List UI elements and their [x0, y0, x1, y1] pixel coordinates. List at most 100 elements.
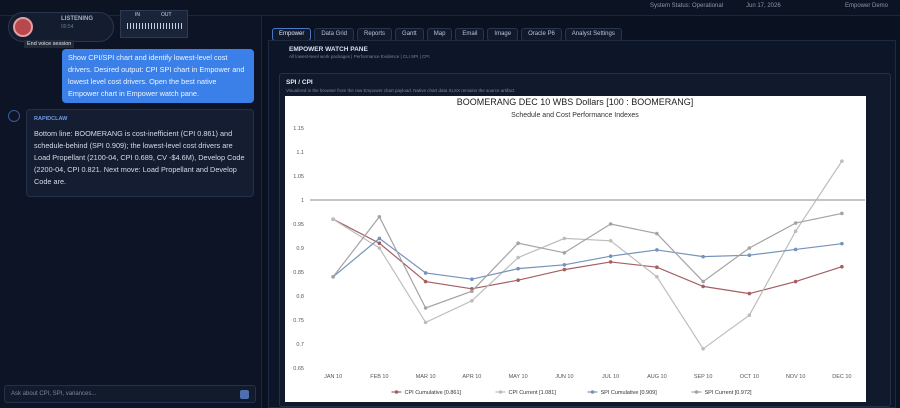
- point: [516, 255, 520, 260]
- point: [562, 267, 567, 272]
- y-tick-label: 0.85: [293, 270, 304, 276]
- point: [655, 275, 659, 279]
- y-tick-label: 1.05: [293, 174, 304, 180]
- point: [655, 231, 659, 236]
- series-line: [332, 237, 842, 280]
- x-tick-label: JAN 10: [324, 374, 342, 380]
- y-tick-label: 0.65: [293, 366, 304, 372]
- point: [747, 246, 752, 250]
- point: [840, 264, 844, 269]
- point: [608, 260, 613, 264]
- assistant-bubble: RAPIDCLAW Bottom line: BOOMERANG is cost…: [26, 109, 254, 197]
- legend-marker: [694, 390, 699, 394]
- point: [562, 236, 567, 241]
- point: [608, 222, 613, 226]
- point: [608, 239, 613, 243]
- point: [608, 254, 613, 258]
- series-line: [332, 160, 843, 350]
- point: [377, 241, 382, 245]
- assistant-message: Bottom line: BOOMERANG is cost-inefficie…: [34, 129, 245, 186]
- chat-input[interactable]: Ask about CPI, SPI, variances...: [4, 385, 256, 403]
- y-tick-label: 1: [301, 198, 304, 204]
- point: [331, 275, 335, 279]
- point: [793, 221, 798, 225]
- point: [377, 246, 382, 250]
- chart-background: [285, 96, 866, 402]
- section-note: Visualized in the browser from the raw E…: [286, 88, 516, 93]
- point: [331, 217, 335, 221]
- legend-label: SPI Cumulative [0.909]: [601, 390, 658, 396]
- voice-control: LISTENING 00:54: [8, 12, 114, 42]
- assistant-avatar: [8, 110, 20, 122]
- audio-meter: IN OUT: [120, 10, 188, 38]
- meter-bars: [127, 23, 183, 29]
- point: [747, 253, 752, 257]
- series-line: [332, 218, 843, 295]
- stop-button[interactable]: [13, 17, 33, 37]
- input-placeholder: Ask about CPI, SPI, variances...: [11, 391, 97, 397]
- point: [423, 271, 428, 275]
- x-tick-label: JUL 10: [602, 374, 619, 380]
- x-tick-label: FEB 10: [370, 374, 388, 380]
- point: [516, 241, 520, 245]
- system-status: System Status: Operational: [650, 3, 724, 9]
- meter-out: OUT: [161, 12, 172, 18]
- point: [470, 299, 474, 303]
- x-tick-label: MAY 10: [509, 374, 528, 380]
- voice-state: LISTENING: [61, 16, 94, 22]
- x-tick-label: AUG 10: [647, 374, 667, 380]
- chart-title: BOOMERANG DEC 10 WBS Dollars [100 : BOOM…: [457, 97, 694, 107]
- x-tick-label: APR 10: [462, 374, 481, 380]
- point: [840, 159, 844, 163]
- point: [655, 248, 659, 252]
- point: [840, 211, 844, 216]
- point: [793, 247, 798, 252]
- point: [423, 306, 428, 310]
- legend-marker: [498, 390, 503, 394]
- point: [840, 241, 844, 246]
- legend-label: CPI Current [1.081]: [509, 390, 557, 396]
- point: [701, 254, 705, 259]
- y-tick-label: 0.7: [296, 342, 304, 348]
- point: [655, 265, 659, 269]
- point: [377, 215, 382, 219]
- tab-bar: Empower Data Grid Reports Gantt Map Email Imag…: [272, 22, 625, 41]
- send-button[interactable]: [240, 390, 249, 399]
- section-title: SPI / CPI: [286, 79, 313, 86]
- chart: BOOMERANG DEC 10 WBS Dollars [100 : BOOM…: [285, 96, 866, 402]
- legend-marker: [590, 390, 595, 394]
- chart-subtitle: Schedule and Cost Performance Indexes: [511, 112, 639, 119]
- user: Empower Demo: [845, 3, 889, 9]
- voice-timer: 00:54: [61, 24, 74, 30]
- point: [701, 284, 705, 289]
- y-tick-label: 0.75: [293, 318, 304, 324]
- assistant-name: RAPIDCLAW: [34, 116, 68, 122]
- y-tick-label: 1.1: [296, 150, 304, 156]
- series-line: [332, 212, 842, 309]
- point: [423, 320, 428, 325]
- y-tick-label: 1.15: [293, 126, 304, 132]
- user-message: Show CPI/SPI chart and identify lowest-l…: [62, 49, 254, 103]
- y-tick-label: 0.9: [296, 246, 304, 252]
- tooltip: End voice session: [24, 40, 75, 48]
- point: [793, 279, 798, 284]
- x-tick-label: OCT 10: [740, 374, 759, 380]
- point: [747, 291, 752, 296]
- point: [562, 251, 567, 255]
- point: [470, 277, 474, 281]
- point: [377, 236, 382, 241]
- chat-panel: LISTENING 00:54 IN OUT End voice session…: [0, 10, 262, 408]
- x-tick-label: MAR 10: [416, 374, 436, 380]
- point: [423, 279, 428, 284]
- legend-label: CPI Cumulative [0.861]: [405, 390, 462, 396]
- point: [516, 266, 520, 271]
- pane-title: EMPOWER WATCH PANE: [289, 46, 368, 53]
- pane-subtitle: All lowest-level work packages | Perform…: [289, 54, 430, 59]
- x-tick-label: SEP 10: [694, 374, 713, 380]
- point: [793, 229, 798, 233]
- point: [747, 313, 752, 317]
- point: [701, 279, 705, 284]
- x-tick-label: DEC 10: [832, 374, 851, 380]
- point: [516, 278, 520, 282]
